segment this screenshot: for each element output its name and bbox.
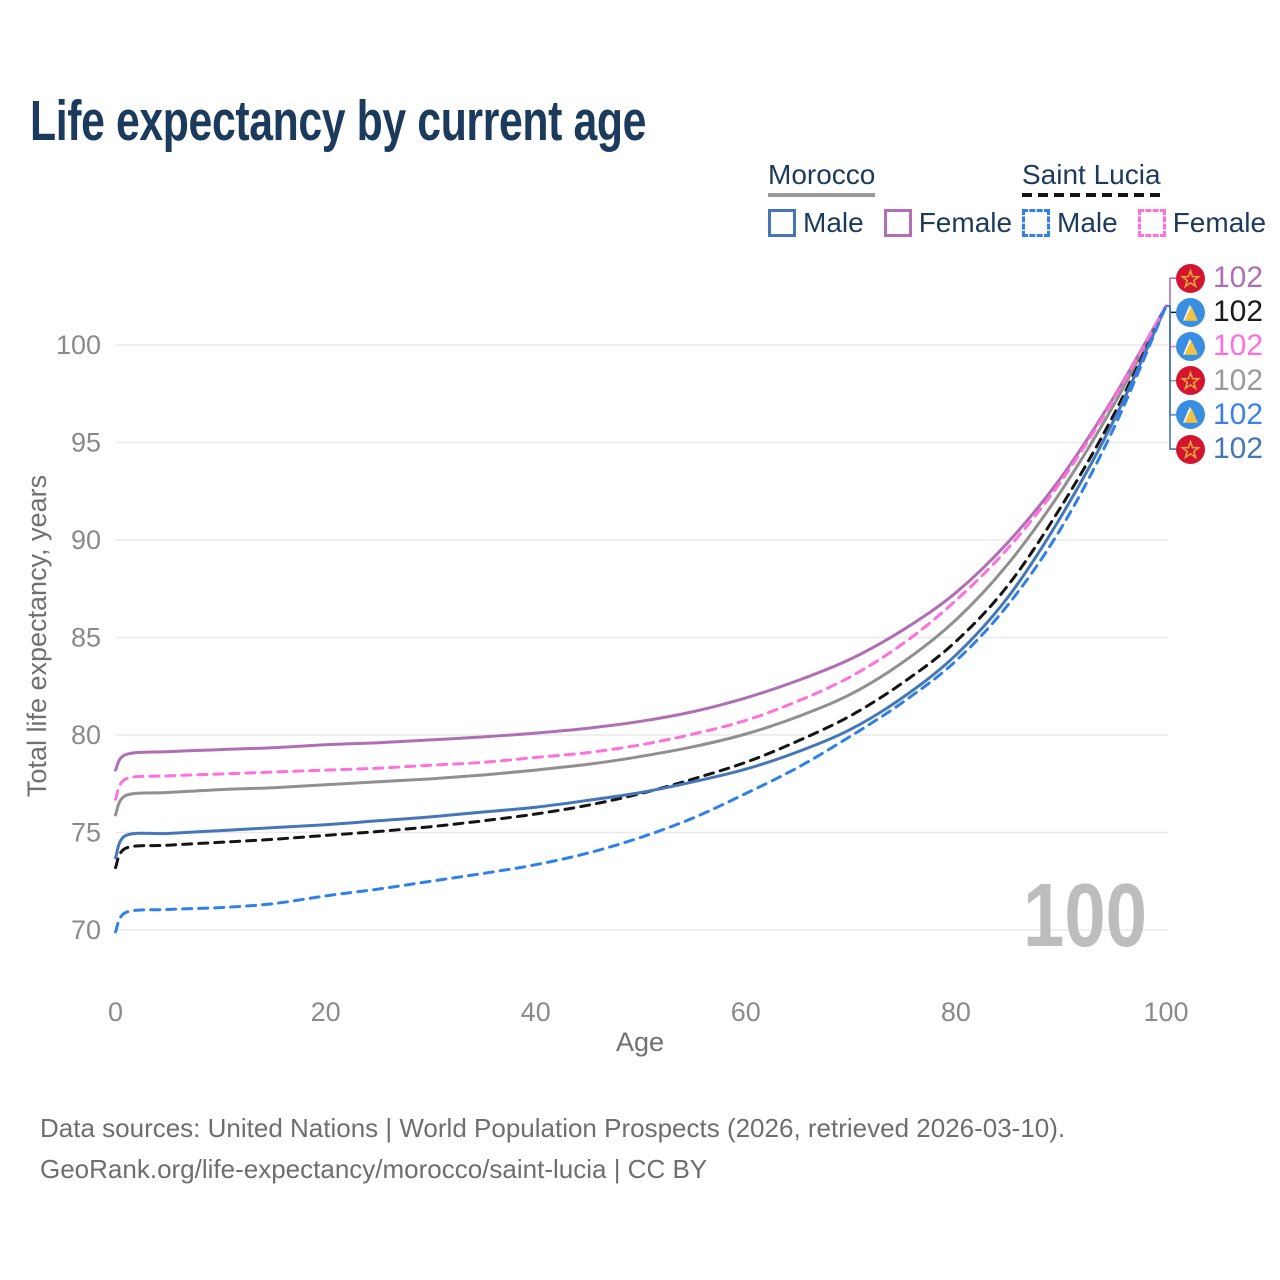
svg-text:100: 100 — [56, 330, 101, 360]
saint-lucia-flag-icon — [1176, 297, 1205, 327]
svg-text:95: 95 — [71, 428, 101, 458]
saint-lucia-flag-icon — [1176, 400, 1205, 430]
legend-swatch-morocco-female — [883, 209, 912, 237]
legend-underline-saint-lucia — [1022, 193, 1161, 197]
end-value: 102 — [1213, 363, 1264, 397]
end-value-labels: 102 102 102 102 — [1176, 261, 1263, 466]
svg-text:80: 80 — [71, 720, 101, 750]
end-value: 102 — [1213, 397, 1264, 431]
svg-text:0: 0 — [108, 997, 123, 1027]
end-label-saint-lucia-female: 102 — [1176, 329, 1263, 363]
legend-group-saint-lucia: Saint Lucia Male Female — [1022, 160, 1266, 239]
end-value: 102 — [1213, 261, 1264, 295]
morocco-flag-icon — [1176, 366, 1205, 396]
end-label-morocco-male: 102 — [1176, 432, 1263, 466]
legend-underline-morocco — [768, 193, 876, 197]
legend-country-label: Saint Lucia — [1022, 159, 1161, 190]
legend-item-saint-lucia-female[interactable]: Female — [1137, 207, 1267, 239]
data-source-line2: GeoRank.org/life-expectancy/morocco/sain… — [40, 1154, 708, 1184]
svg-text:85: 85 — [71, 623, 101, 653]
end-value: 102 — [1213, 295, 1264, 329]
end-label-saint-lucia-both: 102 — [1176, 295, 1263, 329]
svg-text:20: 20 — [311, 997, 341, 1027]
svg-text:70: 70 — [71, 915, 101, 945]
end-value: 102 — [1213, 432, 1264, 466]
legend-country-morocco: Morocco — [768, 159, 876, 197]
legend-item-label: Female — [918, 207, 1013, 238]
svg-text:100: 100 — [1143, 997, 1188, 1027]
svg-text:Age: Age — [616, 1027, 664, 1057]
data-source-line1: Data sources: United Nations | World Pop… — [40, 1113, 1066, 1143]
legend-country-label: Morocco — [768, 159, 876, 190]
legend-item-saint-lucia-male[interactable]: Male — [1022, 207, 1118, 239]
svg-text:Total life expectancy, years: Total life expectancy, years — [22, 475, 52, 797]
svg-text:60: 60 — [731, 997, 761, 1027]
end-value: 102 — [1213, 329, 1264, 363]
legend-swatch-morocco-male — [768, 209, 796, 237]
end-label-morocco-both: 102 — [1176, 364, 1263, 398]
page-title: Life expectancy by current age — [30, 89, 646, 153]
legend-item-morocco-female[interactable]: Female — [883, 207, 1013, 239]
svg-text:40: 40 — [521, 997, 551, 1027]
legend-group-morocco: Morocco Male Female — [768, 160, 1012, 239]
saint-lucia-flag-icon — [1176, 331, 1205, 361]
morocco-flag-icon — [1176, 263, 1205, 293]
svg-text:80: 80 — [941, 997, 971, 1027]
svg-text:90: 90 — [71, 525, 101, 555]
legend-item-label: Male — [1057, 207, 1118, 238]
legend-swatch-saint-lucia-female — [1137, 209, 1166, 237]
legend-country-saint-lucia: Saint Lucia — [1022, 160, 1161, 197]
legend-item-label: Male — [803, 207, 864, 238]
legend-item-label: Female — [1172, 207, 1267, 238]
legend-item-morocco-male[interactable]: Male — [768, 207, 864, 239]
svg-text:100: 100 — [1023, 866, 1147, 966]
data-source-note: Data sources: United Nations | World Pop… — [40, 1108, 1065, 1190]
svg-text:75: 75 — [71, 818, 101, 848]
end-label-saint-lucia-male: 102 — [1176, 398, 1263, 432]
legend-swatch-saint-lucia-male — [1022, 209, 1050, 237]
end-label-morocco-female: 102 — [1176, 261, 1263, 295]
morocco-flag-icon — [1176, 434, 1205, 464]
